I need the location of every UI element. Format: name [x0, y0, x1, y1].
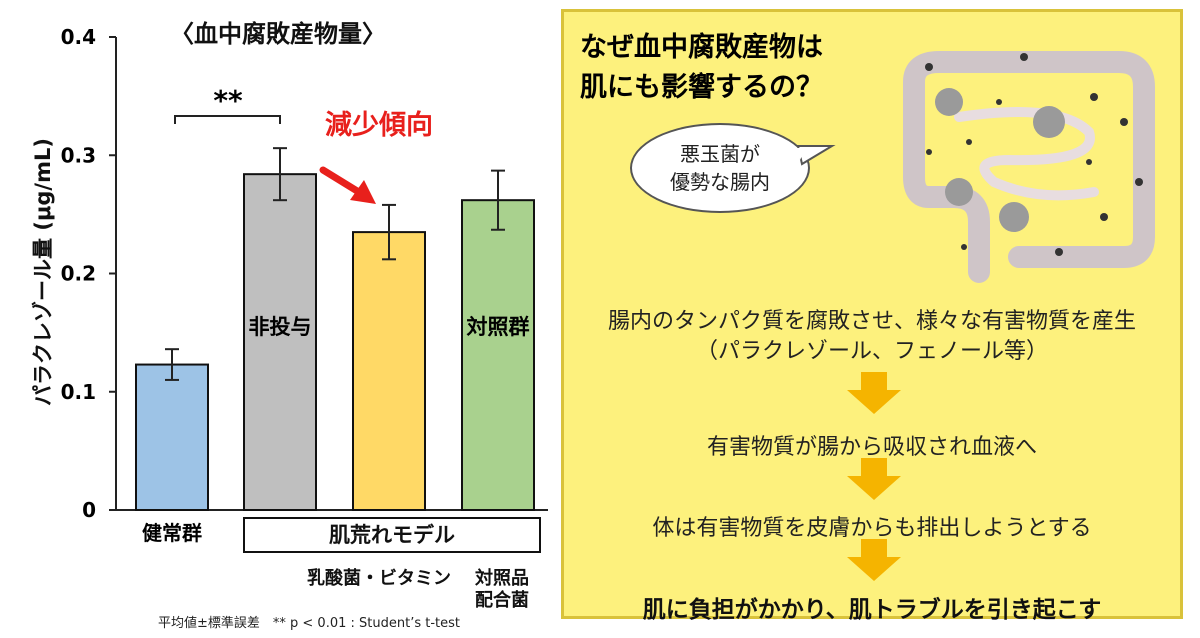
intestine-illustration	[903, 51, 1155, 283]
bar	[243, 173, 317, 511]
step-1-line2: （パラクレゾール、フェノール等）	[695, 339, 1048, 364]
panel-title-line2: 肌にも影響するの？	[580, 72, 823, 103]
sub-label-lactic: 乳酸菌・ビタミン	[307, 568, 451, 589]
y-tick-label: 0.1	[61, 380, 96, 404]
trend-arrow-head-icon	[350, 180, 376, 204]
panel-title: なぜ血中腐敗産物は 肌にも影響するの？	[580, 28, 823, 108]
step-2: 有害物質が腸から吸収され血液へ	[706, 435, 1037, 460]
bar	[461, 199, 535, 511]
category-label: 対照群	[467, 315, 530, 339]
step-3: 体は有害物質を皮膚からも排出しようとする	[652, 516, 1092, 541]
group-label-box: 肌荒れモデル	[243, 517, 541, 553]
trend-arrow-icon	[319, 166, 366, 198]
step-1-line1: 腸内のタンパク質を腐敗させ、様々な有害物質を産生	[607, 309, 1136, 334]
down-arrow-icon	[847, 372, 901, 414]
bar	[352, 231, 426, 512]
bubble-tail	[796, 145, 836, 166]
y-tick-label: 0.4	[61, 25, 96, 49]
explanation-panel: なぜ血中腐敗産物は 肌にも影響するの？ 悪玉菌が 優勢な腸内 腸内のタンパ	[561, 9, 1183, 623]
bacteria-group	[935, 88, 1065, 232]
step-1: 腸内のタンパク質を腐敗させ、様々な有害物質を産生 （パラクレゾール、フェノール等…	[564, 307, 1180, 367]
down-arrow-icon	[847, 539, 901, 581]
category-label: 非投与	[249, 315, 312, 339]
category-label: 健常群	[142, 521, 202, 545]
panel-title-line1: なぜ血中腐敗産物は	[580, 32, 823, 63]
bubble-line2: 優勢な腸内	[670, 170, 770, 194]
speech-bubble: 悪玉菌が 優勢な腸内	[630, 123, 810, 213]
y-tick-label: 0	[82, 498, 96, 522]
bubble-line1: 悪玉菌が	[680, 142, 760, 166]
down-arrow-icon	[847, 458, 901, 500]
footnote: 平均値±標準誤差 ** p < 0.01 : Student’s t-test	[158, 616, 460, 631]
y-tick-label: 0.2	[61, 262, 96, 286]
step-4: 肌に負担がかかり、肌トラブルを引き起こす	[642, 597, 1102, 623]
bar	[135, 363, 209, 511]
bar-chart: 0 0.1 0.2 0.3 0.4 健常群 非投与 対照群 **	[61, 25, 548, 545]
significance-label: **	[213, 84, 243, 117]
significance-bracket	[174, 115, 281, 124]
chart-title: 〈血中腐敗産物量〉	[170, 20, 386, 48]
y-tick-label: 0.3	[61, 143, 96, 167]
trend-annotation: 減少傾向	[325, 110, 433, 141]
sub-label-control-strain: 対照品 配合菌	[475, 568, 529, 611]
